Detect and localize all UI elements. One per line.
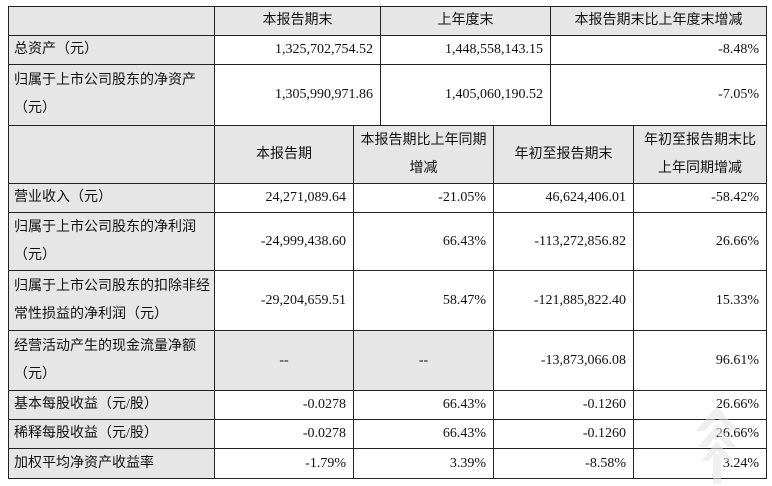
operating-revenue-label: 营业收入（元） bbox=[8, 183, 215, 213]
operating-revenue-ytd-change: -58.42% bbox=[633, 183, 767, 213]
row-basic-eps: 基本每股收益（元/股） -0.0278 66.43% -0.1260 26.66… bbox=[8, 390, 767, 420]
header-current-period: 本报告期 bbox=[214, 125, 354, 184]
corner-cell bbox=[8, 6, 215, 36]
net-profit-ytd: -113,272,856.82 bbox=[493, 212, 634, 271]
balance-header-row: 本报告期末 上年度末 本报告期末比上年度末增减 bbox=[8, 6, 767, 36]
weighted-avg-roe-ytd-change: 3.24% bbox=[633, 448, 767, 479]
header-change-vs-prior-year-end: 本报告期末比上年度末增减 bbox=[550, 6, 767, 36]
header-prior-year-end: 上年度末 bbox=[380, 6, 551, 36]
net-profit-ytd-change: 26.66% bbox=[633, 212, 767, 271]
operating-revenue-period: 24,271,089.64 bbox=[214, 183, 354, 213]
operating-cash-flow-period: -- bbox=[214, 330, 354, 391]
diluted-eps-ytd-change: 26.66% bbox=[633, 419, 767, 449]
diluted-eps-period-change: 66.43% bbox=[353, 419, 494, 449]
total-assets-current: 1,325,702,754.52 bbox=[214, 35, 381, 65]
header-ytd-yoy-change: 年初至报告期末比上年同期增减 bbox=[633, 125, 767, 184]
basic-eps-period: -0.0278 bbox=[214, 390, 354, 420]
corner-cell bbox=[8, 125, 215, 184]
net-profit-after-nonrecurring-ytd: -121,885,822.40 bbox=[493, 270, 634, 331]
operating-cash-flow-ytd: -13,873,066.08 bbox=[493, 330, 634, 391]
row-net-profit-after-nonrecurring: 归属于上市公司股东的扣除非经常性损益的净利润（元） -29,204,659.51… bbox=[8, 270, 767, 331]
income-section-table: 本报告期 本报告期比上年同期增减 年初至报告期末 年初至报告期末比上年同期增减 … bbox=[8, 125, 767, 479]
balance-section-table: 本报告期末 上年度末 本报告期末比上年度末增减 总资产（元） 1,325,702… bbox=[8, 6, 767, 126]
basic-eps-label: 基本每股收益（元/股） bbox=[8, 390, 215, 420]
diluted-eps-ytd: -0.1260 bbox=[493, 419, 634, 449]
row-operating-revenue: 营业收入（元） 24,271,089.64 -21.05% 46,624,406… bbox=[8, 183, 767, 213]
net-profit-after-nonrecurring-label: 归属于上市公司股东的扣除非经常性损益的净利润（元） bbox=[8, 270, 215, 331]
row-total-assets: 总资产（元） 1,325,702,754.52 1,448,558,143.15… bbox=[8, 35, 767, 65]
net-profit-label: 归属于上市公司股东的净利润（元） bbox=[8, 212, 215, 271]
net-profit-period: -24,999,438.60 bbox=[214, 212, 354, 271]
basic-eps-ytd: -0.1260 bbox=[493, 390, 634, 420]
row-net-assets: 归属于上市公司股东的净资产（元） 1,305,990,971.86 1,405,… bbox=[8, 64, 767, 126]
net-profit-after-nonrecurring-period: -29,204,659.51 bbox=[214, 270, 354, 331]
operating-revenue-period-change: -21.05% bbox=[353, 183, 494, 213]
row-operating-cash-flow: 经营活动产生的现金流量净额（元） -- -- -13,873,066.08 96… bbox=[8, 330, 767, 391]
diluted-eps-period: -0.0278 bbox=[214, 419, 354, 449]
net-profit-after-nonrecurring-period-change: 58.47% bbox=[353, 270, 494, 331]
operating-cash-flow-period-change: -- bbox=[353, 330, 494, 391]
row-weighted-avg-roe: 加权平均净资产收益率 -1.79% 3.39% -8.58% 3.24% bbox=[8, 448, 767, 479]
weighted-avg-roe-period-change: 3.39% bbox=[353, 448, 494, 479]
total-assets-change: -8.48% bbox=[550, 35, 767, 65]
total-assets-label: 总资产（元） bbox=[8, 35, 215, 65]
weighted-avg-roe-period: -1.79% bbox=[214, 448, 354, 479]
financial-summary-table: 本报告期末 上年度末 本报告期末比上年度末增减 总资产（元） 1,325,702… bbox=[8, 6, 767, 479]
net-assets-label: 归属于上市公司股东的净资产（元） bbox=[8, 64, 215, 126]
operating-cash-flow-label: 经营活动产生的现金流量净额（元） bbox=[8, 330, 215, 391]
header-period-yoy-change: 本报告期比上年同期增减 bbox=[353, 125, 494, 184]
header-current-period-end: 本报告期末 bbox=[214, 6, 381, 36]
row-diluted-eps: 稀释每股收益（元/股） -0.0278 66.43% -0.1260 26.66… bbox=[8, 419, 767, 449]
operating-revenue-ytd: 46,624,406.01 bbox=[493, 183, 634, 213]
diluted-eps-label: 稀释每股收益（元/股） bbox=[8, 419, 215, 449]
row-net-profit: 归属于上市公司股东的净利润（元） -24,999,438.60 66.43% -… bbox=[8, 212, 767, 271]
basic-eps-period-change: 66.43% bbox=[353, 390, 494, 420]
total-assets-prior: 1,448,558,143.15 bbox=[380, 35, 551, 65]
weighted-avg-roe-ytd: -8.58% bbox=[493, 448, 634, 479]
net-assets-prior: 1,405,060,190.52 bbox=[380, 64, 551, 126]
weighted-avg-roe-label: 加权平均净资产收益率 bbox=[8, 448, 215, 479]
net-assets-current: 1,305,990,971.86 bbox=[214, 64, 381, 126]
net-profit-after-nonrecurring-ytd-change: 15.33% bbox=[633, 270, 767, 331]
header-ytd: 年初至报告期末 bbox=[493, 125, 634, 184]
basic-eps-ytd-change: 26.66% bbox=[633, 390, 767, 420]
income-header-row: 本报告期 本报告期比上年同期增减 年初至报告期末 年初至报告期末比上年同期增减 bbox=[8, 125, 767, 184]
operating-cash-flow-ytd-change: 96.61% bbox=[633, 330, 767, 391]
net-profit-period-change: 66.43% bbox=[353, 212, 494, 271]
net-assets-change: -7.05% bbox=[550, 64, 767, 126]
